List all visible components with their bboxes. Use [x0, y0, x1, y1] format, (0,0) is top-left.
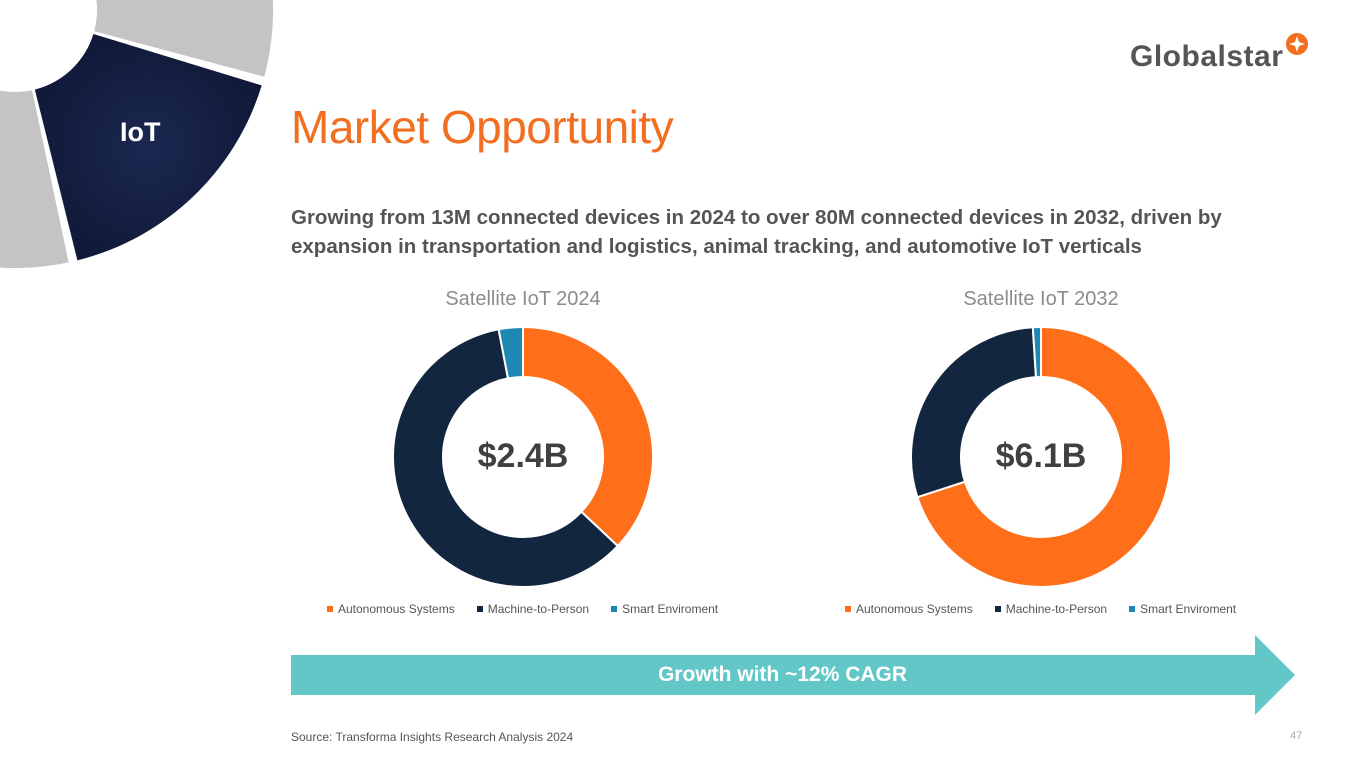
page-number: 47	[1290, 730, 1303, 742]
donut-slice-autonomous-systems	[522, 325, 654, 548]
legend-label: Autonomous Systems	[856, 602, 973, 616]
legend-swatch	[845, 605, 851, 612]
legend-label: Smart Enviroment	[1140, 602, 1237, 616]
ring-segment-gray	[0, 90, 69, 268]
legend-item: Autonomous Systems	[327, 602, 455, 616]
globalstar-logo: Globalstar	[1130, 33, 1309, 74]
section-label: IoT	[120, 117, 161, 147]
legend-2024: Autonomous Systems Machine-to-Person Smart…	[327, 602, 718, 616]
growth-arrow	[291, 635, 1295, 715]
legend-swatch	[327, 605, 333, 612]
chart-title-2024: Satellite IoT 2024	[445, 288, 601, 310]
legend-item: Autonomous Systems	[845, 602, 973, 616]
legend-swatch	[1129, 605, 1136, 612]
legend-label: Machine-to-Person	[487, 602, 590, 616]
center-label-2032: $6.1B	[995, 437, 1087, 475]
page-title: Market Opportunity	[291, 101, 674, 153]
source-note: Source: Transforma Insights Research Ana…	[291, 730, 574, 744]
ring-segment-iot	[34, 33, 262, 261]
legend-item: Machine-to-Person	[476, 602, 590, 616]
chart-title-2032: Satellite IoT 2032	[963, 288, 1119, 310]
arrow-label: Growth with ~12% CAGR	[657, 663, 908, 686]
donut-slice-smart-enviroment	[1031, 325, 1042, 379]
legend-swatch	[611, 605, 618, 612]
legend-item: Smart Enviroment	[611, 602, 718, 616]
legend-label: Autonomous Systems	[338, 602, 455, 616]
legend-swatch	[476, 605, 483, 612]
legend-label: Machine-to-Person	[1005, 602, 1108, 616]
center-label-2024: $2.4B	[477, 437, 569, 475]
donut-slice-smart-enviroment	[497, 325, 524, 380]
donut-slice-machine-to-person	[392, 328, 620, 588]
donut-slice-machine-to-person	[910, 326, 1038, 499]
legend-label: Smart Enviroment	[622, 602, 719, 616]
legend-2032: Autonomous Systems Machine-to-Person Smart…	[845, 602, 1236, 616]
section-ring-decoration	[0, 0, 273, 268]
legend-item: Machine-to-Person	[994, 602, 1108, 616]
ring-segment-gray	[94, 0, 273, 77]
legend-item: Smart Enviroment	[1129, 602, 1236, 616]
logo-text: Globalstar	[1130, 40, 1284, 73]
logo-star-icon	[1286, 33, 1309, 55]
subtitle: Growing from 13M connected devices in 20…	[291, 206, 1222, 258]
legend-swatch	[994, 605, 1001, 612]
donut-slice-autonomous-systems	[916, 325, 1172, 588]
